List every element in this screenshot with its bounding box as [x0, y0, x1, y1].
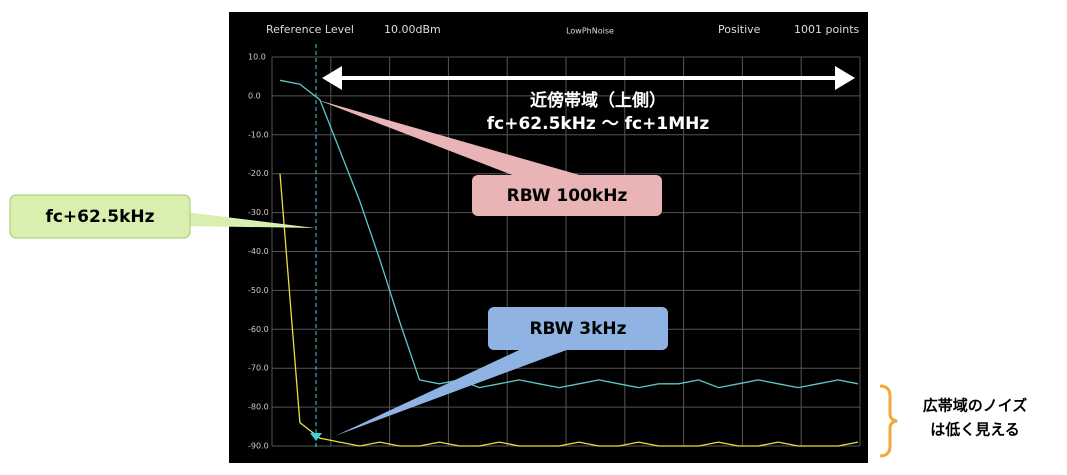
arrow-head	[322, 66, 342, 90]
y-tick-label: -70.0	[248, 364, 269, 373]
callout	[488, 307, 668, 350]
header-text: 1001 points	[794, 23, 860, 36]
header-text: Positive	[718, 23, 761, 36]
y-tick-label: -80.0	[248, 403, 269, 412]
header-text: Reference Level	[266, 23, 354, 36]
callout-pointer	[335, 345, 580, 436]
y-tick-label: -50.0	[248, 286, 269, 295]
annotation: 近傍帯域（上側）	[530, 90, 666, 111]
screen	[229, 12, 868, 463]
plot: 10.0 0.0 -10.0 -20.0 -30.0 -40.0 -50.0 -60.0 -70…	[248, 53, 860, 451]
callout	[9, 194, 191, 239]
annotation: 広帯域のノイズ	[923, 397, 1028, 415]
header-text: LowPhNoise	[566, 27, 614, 36]
y-tick-label: -30.0	[248, 208, 269, 217]
arrow-head	[835, 66, 855, 90]
annotation: RBW 100kHz	[507, 186, 628, 206]
y-tick-label: -20.0	[248, 169, 269, 178]
header-text: 10.00dBm	[384, 23, 441, 36]
y-tick-label: 10.0	[248, 53, 266, 62]
y-tick-label: 0.0	[248, 91, 261, 100]
brace	[879, 384, 898, 458]
callout-pointer	[185, 212, 315, 228]
annotation: fc+62.5kHz	[45, 207, 154, 227]
y-tick-label: -40.0	[248, 247, 269, 256]
y-tick-label: -60.0	[248, 325, 269, 334]
annotation: fc+62.5kHz ～ fc+1MHz	[487, 114, 710, 134]
annotation: RBW 3kHz	[529, 319, 626, 339]
trace	[279, 173, 859, 447]
y-tick-label: -10.0	[248, 130, 269, 139]
trace	[279, 79, 859, 389]
callout-pointer	[318, 100, 590, 178]
y-tick-label: -90.0	[248, 442, 269, 451]
callout	[472, 175, 662, 216]
annotation: は低く見える	[930, 421, 1020, 439]
marker	[310, 433, 322, 441]
